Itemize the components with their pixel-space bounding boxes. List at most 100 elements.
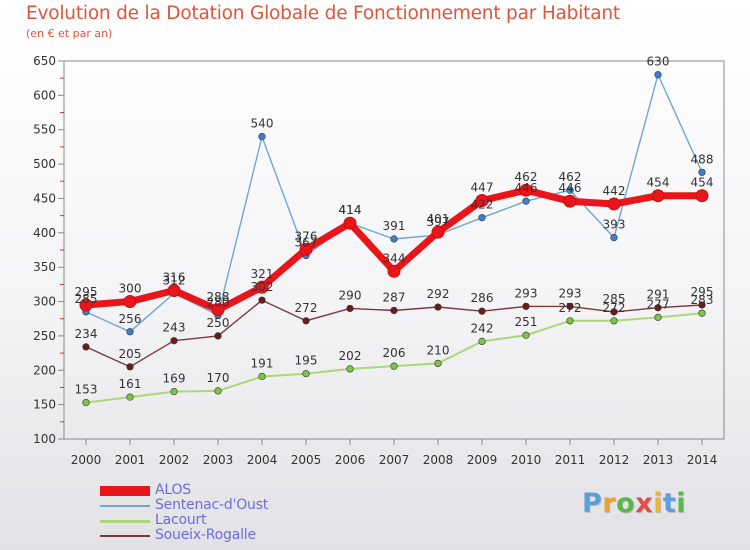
data-point-sentenac-d-oust (390, 235, 398, 243)
data-label-lacourt: 191 (251, 356, 274, 370)
x-tick-label: 2011 (555, 453, 586, 467)
logo-letter: o (616, 488, 636, 519)
data-point-alos (123, 295, 137, 309)
y-tick-label: 600 (33, 88, 56, 102)
legend-label-alos: ALOS (155, 482, 191, 498)
data-label-sentenac-d-oust: 397 (427, 215, 450, 229)
data-label-alos: 288 (207, 290, 230, 304)
x-tick-label: 2000 (71, 453, 102, 467)
data-label-alos: 446 (559, 181, 582, 195)
logo-letter: r (602, 488, 617, 519)
data-point-lacourt (566, 317, 574, 325)
data-point-alos (519, 183, 533, 197)
data-point-alos (299, 242, 313, 256)
logo-letter: x (635, 488, 654, 519)
data-label-alos: 300 (119, 282, 142, 296)
data-label-soueix-rogalle: 287 (383, 290, 406, 304)
data-label-soueix-rogalle: 293 (515, 286, 538, 300)
y-tick-label: 450 (33, 191, 56, 205)
data-label-sentenac-d-oust: 393 (603, 218, 626, 232)
data-label-alos: 447 (471, 181, 494, 195)
data-point-lacourt (478, 337, 486, 346)
data-point-soueix-rogalle (610, 308, 618, 316)
data-point-lacourt (170, 387, 178, 396)
data-point-alos (651, 189, 665, 203)
data-label-soueix-rogalle: 243 (163, 321, 186, 335)
data-point-alos (431, 225, 445, 239)
data-point-alos (607, 197, 621, 211)
data-point-lacourt (82, 398, 90, 407)
y-tick-label: 350 (33, 260, 56, 274)
data-point-soueix-rogalle (346, 304, 354, 313)
data-label-sentenac-d-oust: 462 (559, 170, 582, 184)
data-point-soueix-rogalle (390, 306, 398, 315)
legend-swatch-soueix-rogalle (100, 535, 150, 537)
y-tick-label: 100 (33, 432, 56, 446)
data-point-soueix-rogalle (522, 302, 530, 310)
logo-letter: i (676, 488, 687, 519)
y-tick-label: 650 (33, 54, 56, 68)
data-label-soueix-rogalle: 234 (75, 327, 98, 341)
data-point-alos (475, 194, 489, 208)
data-point-soueix-rogalle (302, 317, 310, 325)
data-label-lacourt: 195 (295, 354, 318, 368)
data-label-alos: 454 (647, 176, 670, 190)
data-label-lacourt: 153 (75, 383, 98, 397)
x-tick-label: 2013 (643, 453, 674, 467)
data-label-soueix-rogalle: 302 (251, 280, 274, 294)
data-point-lacourt (126, 393, 134, 401)
data-label-sentenac-d-oust: 488 (691, 152, 714, 166)
data-point-soueix-rogalle (654, 304, 662, 312)
data-point-lacourt (522, 331, 530, 339)
legend-label-sentenac-doust: Sentenac-d'Oust (155, 497, 269, 513)
data-point-alos (387, 264, 401, 278)
legend-swatch-lacourt (100, 520, 150, 523)
data-label-soueix-rogalle: 291 (647, 288, 670, 302)
data-label-sentenac-d-oust: 422 (471, 198, 494, 212)
data-label-lacourt: 283 (691, 293, 714, 307)
data-point-lacourt (302, 370, 310, 378)
data-point-lacourt (610, 317, 618, 325)
data-point-soueix-rogalle (434, 303, 442, 311)
data-point-soueix-rogalle (82, 343, 90, 351)
data-label-lacourt: 277 (647, 297, 670, 311)
data-label-alos: 316 (163, 271, 186, 285)
y-tick-label: 500 (33, 157, 56, 171)
proxiti-logo: Proxiti (582, 488, 686, 519)
data-label-soueix-rogalle: 290 (339, 288, 362, 302)
data-point-lacourt (698, 309, 706, 317)
chart-title: Evolution de la Dotation Globale de Fonc… (26, 3, 620, 24)
y-tick-label: 150 (33, 398, 56, 412)
data-label-soueix-rogalle: 292 (427, 287, 450, 301)
x-tick-label: 2008 (423, 453, 454, 467)
data-point-sentenac-d-oust (478, 214, 486, 222)
data-point-sentenac-d-oust (654, 71, 662, 79)
data-label-alos: 462 (515, 170, 538, 184)
data-point-alos (563, 194, 577, 208)
x-tick-label: 2010 (511, 453, 542, 467)
data-label-lacourt: 272 (559, 301, 582, 315)
data-point-alos (167, 284, 181, 298)
data-label-soueix-rogalle: 293 (559, 286, 582, 300)
x-tick-label: 2009 (467, 453, 498, 467)
data-label-soueix-rogalle: 286 (471, 291, 494, 305)
chart-subtitle: (en € et par an) (26, 27, 113, 40)
data-label-sentenac-d-oust: 280 (207, 295, 230, 309)
data-label-sentenac-d-oust: 414 (339, 203, 362, 217)
x-tick-label: 2012 (599, 453, 630, 467)
legend-label-lacourt: Lacourt (155, 512, 207, 528)
data-point-lacourt (390, 362, 398, 370)
data-label-lacourt: 202 (339, 349, 362, 363)
data-label-lacourt: 206 (383, 346, 406, 360)
data-label-soueix-rogalle: 295 (691, 285, 714, 299)
data-label-alos: 344 (383, 251, 406, 265)
data-point-soueix-rogalle (126, 363, 134, 371)
x-tick-label: 2014 (687, 453, 718, 467)
data-point-soueix-rogalle (478, 307, 486, 315)
data-label-alos: 401 (427, 212, 450, 226)
line-chart: 100 150 200 250 300 350 400 450 500 550 600 650 2000… (33, 54, 725, 467)
data-point-sentenac-d-oust (566, 186, 574, 194)
y-tick-label: 250 (33, 329, 56, 343)
data-label-soueix-rogalle: 205 (119, 347, 142, 361)
x-tick-label: 2004 (247, 453, 278, 467)
